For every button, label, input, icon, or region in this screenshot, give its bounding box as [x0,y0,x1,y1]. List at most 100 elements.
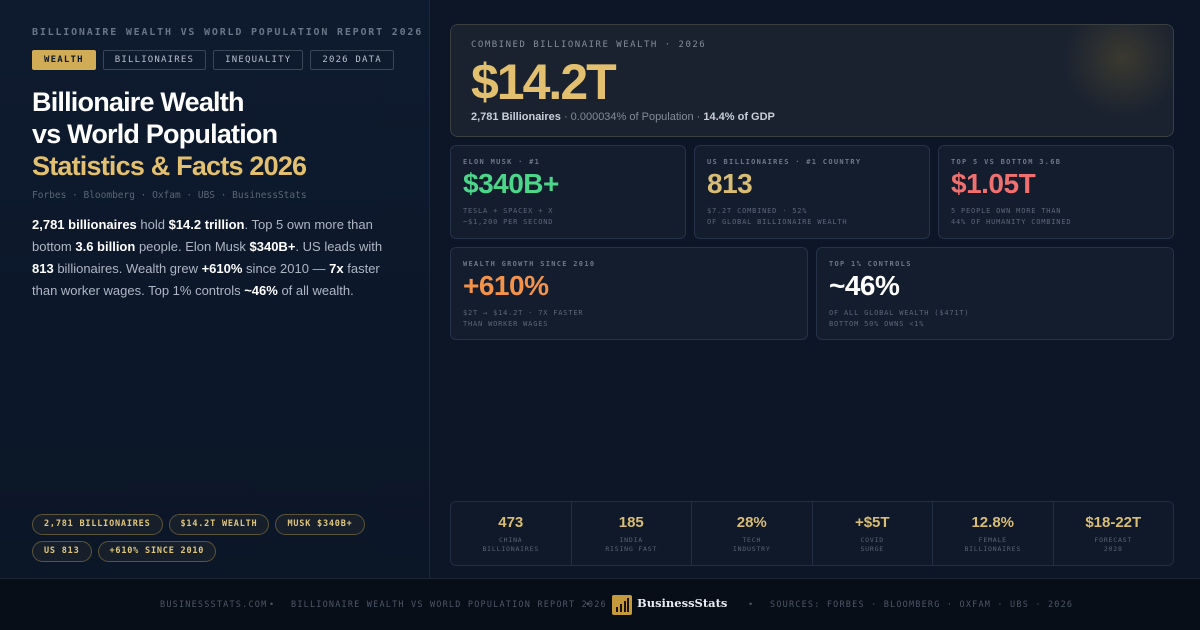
pill-musk: MUSK $340B+ [275,514,365,535]
stat-label-line: BILLIONAIRES [964,545,1022,553]
pill-us: US 813 [32,541,92,562]
stat-tech: 28% TECH INDUSTRY [692,502,813,565]
brand-name: BusinessStats [637,596,728,610]
hero-sub-bold: 14.4% of GDP [703,111,775,123]
brand-logo[interactable]: BusinessStats [612,595,727,615]
stat-label-line: TECH [742,536,762,544]
para-text: hold [136,217,169,232]
para-bold: $14.2 trillion [168,217,245,232]
para-text: . US leads with [295,239,383,254]
stat-value: +$5T [854,514,890,531]
tag-row: WEALTH BILLIONAIRES INEQUALITY 2026 DATA [32,50,394,70]
stat-card-us: US BILLIONAIRES · #1 COUNTRY 813 $7.2T C… [694,145,930,239]
card-desc-line: OF GLOBAL BILLIONAIRE WEALTH [707,218,848,226]
stat-value: 12.8% [971,514,1015,531]
stat-label-line: SURGE [860,545,885,553]
stat-label: INDIA RISING FAST [572,536,692,554]
card-value: $1.05T [951,168,1036,199]
hero-value: $14.2T [471,54,617,110]
stat-label-line: CHINA [498,536,523,544]
stat-india: 185 INDIA RISING FAST [572,502,692,565]
footer-separator: • [749,599,753,609]
card-value: ~46% [829,270,900,301]
stat-value: 28% [736,514,767,531]
tag-2026-data[interactable]: 2026 DATA [310,50,394,70]
para-bold: +610% [201,261,243,276]
para-text: since 2010 — [242,261,330,276]
stat-forecast: $18-22T FORECAST 2028 [1054,502,1174,565]
para-bold: 3.6 billion [75,239,136,254]
para-bold: 813 [32,261,54,276]
footer: BUSINESSSTATS.COM • BILLIONAIRE WEALTH V… [0,578,1200,630]
stat-label-line: FORECAST [1094,536,1133,544]
title-line-2: vs World Population [32,119,278,149]
card-desc: $2T → $14.2T · 7X FASTER THAN WORKER WAGE… [463,308,583,330]
card-value: +610% [463,270,549,301]
card-label: TOP 5 VS BOTTOM 3.6B [951,158,1062,166]
title-line-1: Billionaire Wealth [32,87,244,117]
stat-card-top5: TOP 5 VS BOTTOM 3.6B $1.05T 5 PEOPLE OWN… [938,145,1174,239]
stat-china: 473 CHINA BILLIONAIRES [451,502,572,565]
pill-wealth: $14.2T WEALTH [168,514,270,535]
stat-value: 473 [498,514,524,531]
stat-female: 12.8% FEMALE BILLIONAIRES [933,502,1054,565]
card-desc-line: OF ALL GLOBAL WEALTH ($471T) [829,309,970,317]
page-title: Billionaire Wealth vs World Population S… [32,86,422,182]
title-line-3: Statistics & Facts 2026 [32,151,307,181]
card-label: WEALTH GROWTH SINCE 2010 [463,260,596,268]
stat-card-growth: WEALTH GROWTH SINCE 2010 +610% $2T → $14… [450,247,808,340]
hero-label: COMBINED BILLIONAIRE WEALTH · 2026 [471,40,707,50]
stat-label: TECH INDUSTRY [692,536,812,554]
card-value: $340B+ [463,168,559,199]
footer-site-link[interactable]: BUSINESSSTATS.COM [160,600,268,610]
pill-billionaires: 2,781 BILLIONAIRES [32,514,163,535]
para-text: faster than worker wages. Top 1% control… [32,261,380,298]
tag-wealth[interactable]: WEALTH [32,50,96,70]
stat-label: FORECAST 2028 [1054,536,1174,554]
stat-value: 185 [618,514,644,531]
hero-card: COMBINED BILLIONAIRE WEALTH · 2026 $14.2… [450,24,1174,137]
card-desc: 5 PEOPLE OWN MORE THAN 44% OF HUMANITY CO… [951,206,1071,228]
left-panel: BILLIONAIRE WEALTH VS WORLD POPULATION R… [0,0,430,578]
pill-row: 2,781 BILLIONAIRES $14.2T WEALTH MUSK $3… [32,514,412,562]
footer-separator: • [270,599,274,609]
stat-label: COVID SURGE [813,536,933,554]
para-text: people. Elon Musk [135,239,250,254]
bar-chart-icon [612,595,632,615]
hero-sub-text: · 0.000034% of Population · [560,111,704,123]
stat-card-top1: TOP 1% CONTROLS ~46% OF ALL GLOBAL WEALT… [816,247,1174,340]
stat-label-line: RISING FAST [605,545,658,553]
footer-separator: • [586,599,590,609]
stat-label: CHINA BILLIONAIRES [451,536,571,554]
card-desc-line: 5 PEOPLE OWN MORE THAN [951,207,1062,215]
card-desc-line: ~$1,200 PER SECOND [463,218,554,226]
card-desc-line: $7.2T COMBINED · 52% [707,207,808,215]
stats-strip: 473 CHINA BILLIONAIRES 185 INDIA RISING FA… [450,501,1174,566]
card-desc-line: TESLA + SPACEX + X [463,207,554,215]
hero-sub-bold: 2,781 Billionaires [471,111,561,123]
stat-label-line: 2028 [1103,545,1123,553]
card-desc: OF ALL GLOBAL WEALTH ($471T) BOTTOM 50% O… [829,308,969,330]
stat-label-line: BILLIONAIRES [482,545,540,553]
hero-subline: 2,781 Billionaires · 0.000034% of Popula… [471,111,775,123]
card-desc-line: THAN WORKER WAGES [463,320,549,328]
card-label: ELON MUSK · #1 [463,158,541,166]
para-bold: $340B+ [249,239,296,254]
footer-report-title: BILLIONAIRE WEALTH VS WORLD POPULATION R… [291,600,607,610]
para-text: billionaires. Wealth grew [53,261,202,276]
footer-sources: SOURCES: FORBES · BLOOMBERG · OXFAM · UB… [770,600,1074,610]
card-label: US BILLIONAIRES · #1 COUNTRY [707,158,862,166]
para-bold: 2,781 billionaires [32,217,137,232]
stat-label-line: INDIA [619,536,644,544]
tag-inequality[interactable]: INEQUALITY [213,50,304,70]
tag-billionaires[interactable]: BILLIONAIRES [102,50,207,70]
summary-paragraph: 2,781 billionaires hold $14.2 trillion. … [32,214,402,302]
stat-covid: +$5T COVID SURGE [813,502,933,565]
para-text: of all wealth. [277,283,354,298]
para-bold: 7x [329,261,344,276]
stat-value: $18-22T [1085,514,1142,531]
report-eyebrow: BILLIONAIRE WEALTH VS WORLD POPULATION R… [32,27,424,38]
para-text: . Top 5 own more than bottom [32,217,373,254]
card-value: 813 [707,168,753,199]
sources-line: Forbes · Bloomberg · Oxfam · UBS · Busin… [32,190,307,201]
